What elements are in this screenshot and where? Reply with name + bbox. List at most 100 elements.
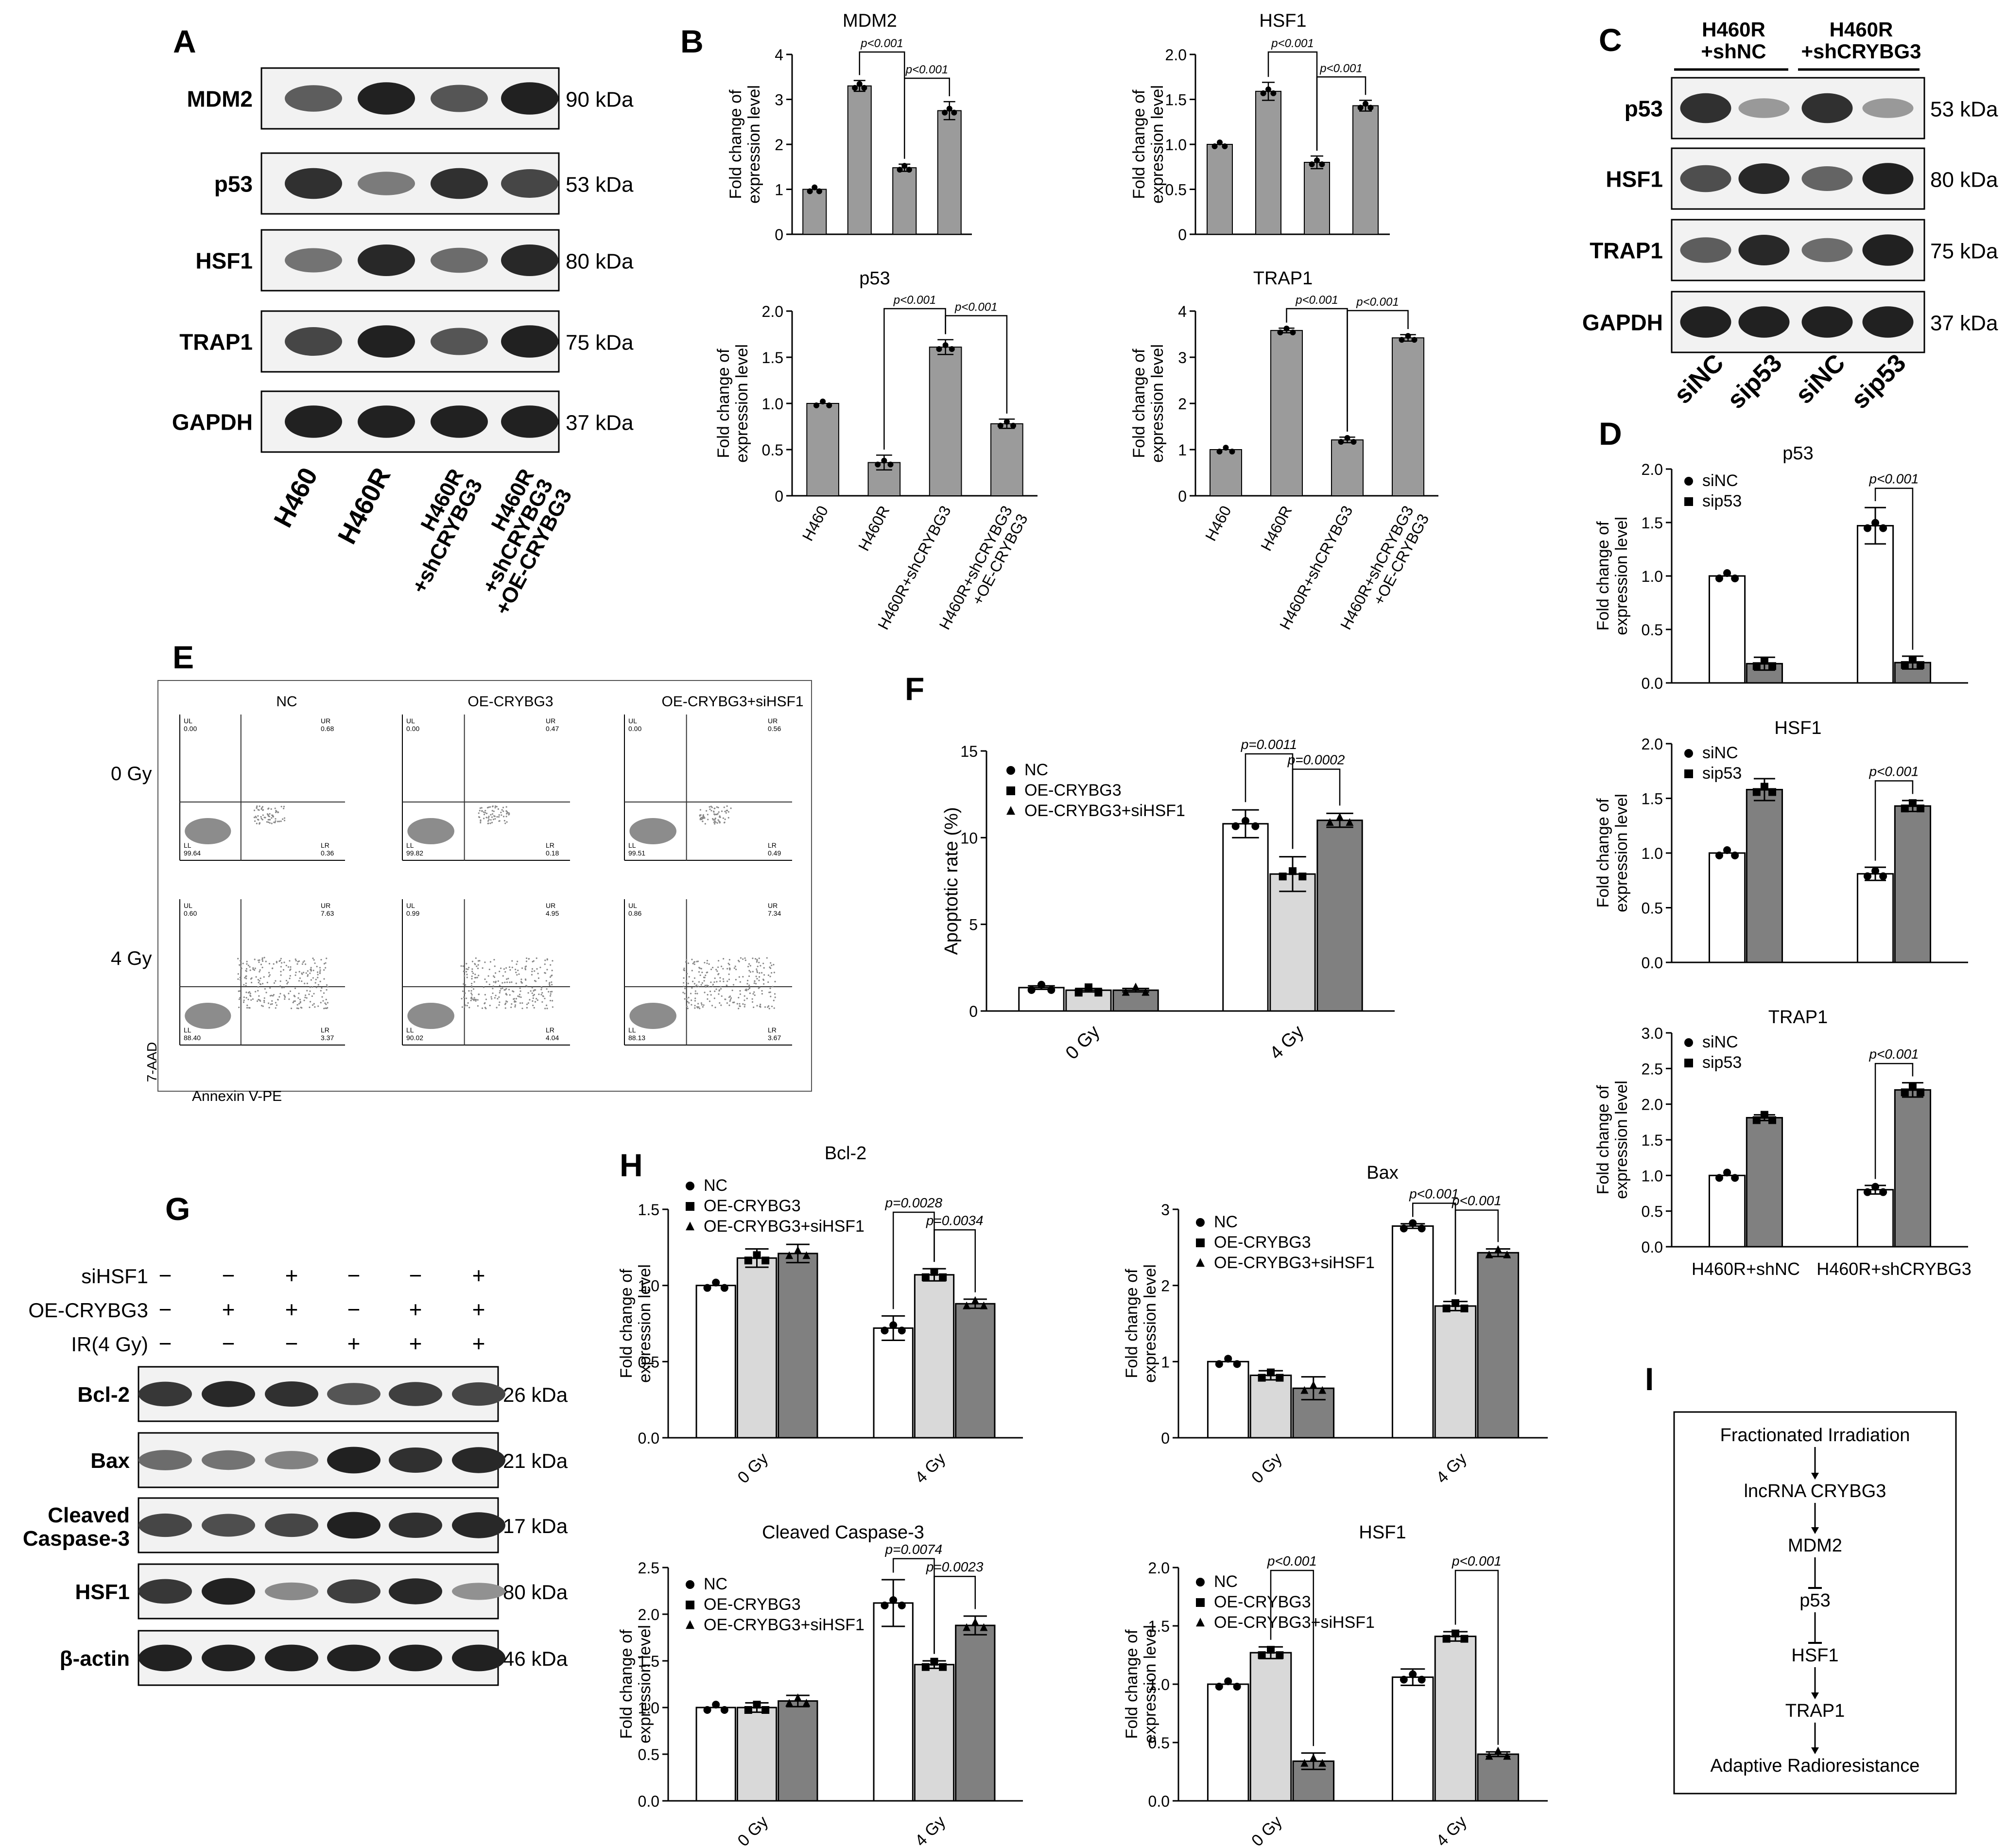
scatter-event [499,1001,501,1003]
scatter-event [544,972,546,974]
chart-title: HSF1 [1774,718,1821,738]
scatter-event [493,975,495,977]
data-point [1901,804,1909,813]
scatter-event [471,978,473,980]
scatter-event [272,815,274,817]
scatter-event [278,960,280,962]
scatter-event [293,1000,295,1002]
scatter-event [770,995,772,997]
scatter-event [759,1005,761,1007]
blot-band [285,85,342,112]
quadrant-name: LL [406,1026,414,1034]
scatter-event [270,994,273,996]
data-point [1319,161,1325,167]
scatter-event [251,981,253,984]
scatter-event [502,810,504,812]
scatter-event [238,998,240,1000]
scatter-event [296,1004,298,1006]
scatter-event [487,822,489,824]
scatter-event [261,819,263,820]
scatter-event [751,998,753,1000]
scatter-event [275,980,277,982]
flow-x-axis-label: Annexin V-PE [192,1088,282,1104]
scatter-event [505,993,507,995]
scatter-event [326,984,328,986]
quadrant-name: UL [628,902,637,909]
scatter-event [261,957,263,959]
data-point [901,163,908,169]
scatter-event [536,957,537,959]
panel-letter-B: B [680,23,704,59]
treatment-sign: + [472,1331,485,1356]
scatter-event [732,984,735,986]
scatter-event [716,981,718,983]
scatter-event [699,1008,701,1010]
scatter-event [733,967,736,969]
data-point [1503,1250,1511,1258]
blot-band [431,328,488,355]
scatter-event [488,983,491,986]
scatter-event [463,996,465,998]
legend-label: OE-CRYBG3+siHSF1 [1024,802,1185,820]
scatter-event [319,969,321,971]
scatter-event [308,994,310,995]
scatter-event [463,983,465,985]
scatter-event [471,985,473,987]
scatter-event [270,808,272,810]
data-point [813,402,819,408]
band-label: β-actin [60,1647,130,1671]
scatter-event [714,977,716,979]
blot-band [1862,234,1914,266]
scatter-event [283,961,285,963]
scatter-event [684,993,686,994]
scatter-event [320,1002,322,1004]
kda-label: 21 kDa [503,1449,568,1472]
scatter-event [317,976,319,978]
scatter-event [311,995,313,997]
scatter-event [472,972,474,974]
data-point [720,1706,728,1714]
scatter-event [704,976,706,978]
bar [955,1624,996,1802]
bar [929,347,962,496]
blot-band [1801,238,1853,262]
scatter-event [492,819,495,820]
data-point [1418,1675,1426,1684]
blot-band [265,1513,318,1537]
flow-y-axis-label: 7-AAD [144,1042,159,1082]
treatment-sign: + [472,1263,485,1288]
x-tick-label-line: H460 [799,503,832,543]
y-tick-label: 2.0 [1642,735,1663,753]
data-point [1196,1238,1205,1247]
data-point [1318,1759,1327,1767]
scatter-event [310,979,312,981]
blot-band [389,1578,442,1604]
data-point [1314,157,1320,163]
scatter-event [485,817,488,819]
data-point [1768,1116,1777,1124]
data-point [1258,1651,1266,1659]
scatter-event [249,993,251,994]
y-axis-label-line: Fold change of [1123,1269,1141,1378]
scatter-event [760,965,761,967]
scatter-event [309,1001,311,1003]
scatter-event [542,995,544,997]
y-tick-label: 1.0 [1642,845,1663,862]
quadrant-name: UL [628,717,637,725]
scatter-event [273,994,275,996]
scatter-event [549,982,551,984]
bar [778,1700,818,1802]
scatter-event [727,811,730,813]
scatter-event [309,1006,311,1009]
scatter-event [473,997,475,999]
scatter-event [744,995,745,997]
scatter-event [257,990,259,992]
scatter-event [237,958,239,959]
scatter-event [531,987,533,989]
band-label: MDM2 [187,87,253,112]
blot-band [389,1512,442,1538]
x-tick-label: 4 Gy [1266,1022,1308,1063]
scatter-event [268,976,270,977]
y-tick-label: 2.0 [762,303,783,320]
